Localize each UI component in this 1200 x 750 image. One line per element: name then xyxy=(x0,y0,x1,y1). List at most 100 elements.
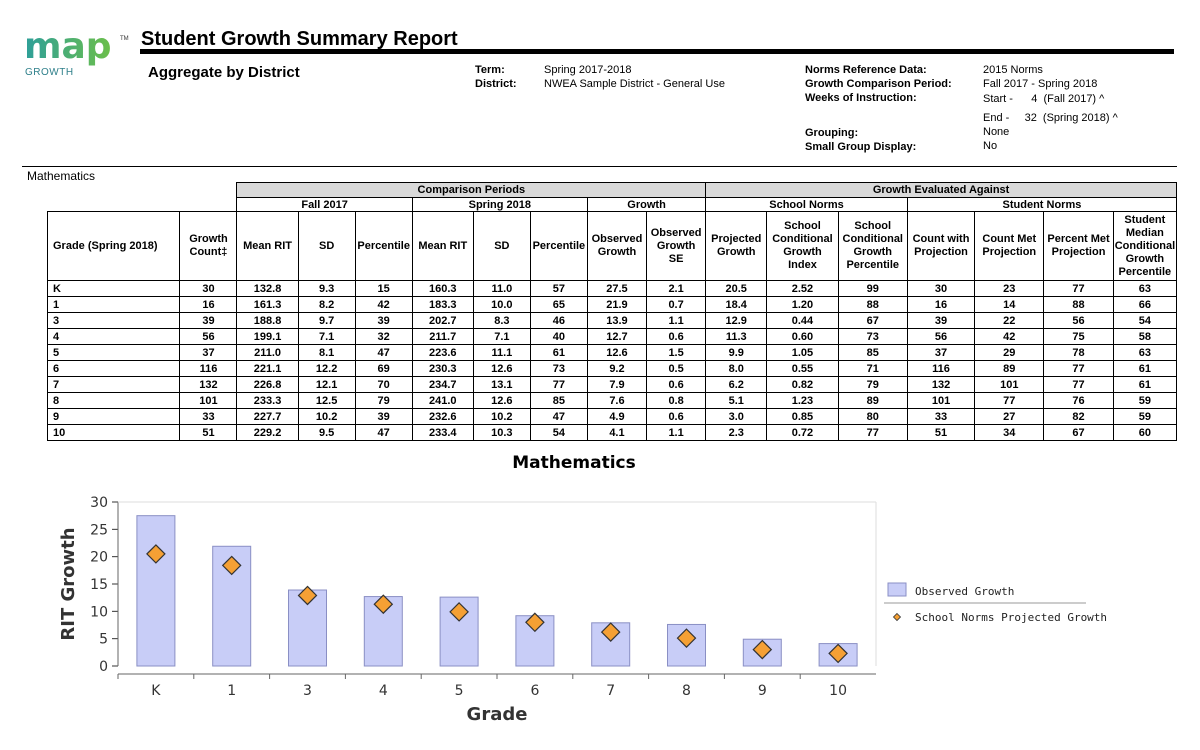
table-cell: 12.7 xyxy=(586,328,648,345)
table-cell: 54 xyxy=(529,424,588,441)
table-cell: 11.0 xyxy=(472,280,531,297)
table-cell: 47 xyxy=(354,424,413,441)
grade-cell: 5 xyxy=(46,344,181,361)
band-comparison-periods: Comparison Periods xyxy=(236,182,707,198)
table-cell: 10.0 xyxy=(472,296,531,313)
table-cell: 89 xyxy=(837,392,908,409)
table-cell: 10.2 xyxy=(472,408,531,425)
table-cell: 47 xyxy=(354,344,413,361)
table-cell: 3.0 xyxy=(705,408,768,425)
table-row: 9 33 227.7 10.2 39 232.6 10.2 47 4.9 0.6 3.0 0.85 80… xyxy=(46,408,1178,425)
table-row: 4 56 199.1 7.1 32 211.7 7.1 40 12.7 0.6 11.3 0.60 73… xyxy=(46,328,1178,345)
table-cell: 223.6 xyxy=(411,344,474,361)
table-cell: 7.6 xyxy=(586,392,648,409)
table-cell: 0.72 xyxy=(766,424,839,441)
legend-swatch-observed xyxy=(887,582,907,597)
sub-student-norms: Student Norms xyxy=(906,197,1178,212)
growth-chart: 0 5 10 15 20 25 30 K 1 3 4 5 6 7 8 9 10 RIT Growth Grade Ob… xyxy=(58,495,1107,725)
table-cell: 160.3 xyxy=(411,280,474,297)
col-school-cgp: School Conditional Growth Percentile xyxy=(837,211,908,281)
grade-cell: 9 xyxy=(46,408,181,425)
table-cell: 37 xyxy=(179,344,238,361)
table-cell: 18.4 xyxy=(705,296,768,313)
col-growth-count: Growth Count‡ xyxy=(179,211,238,281)
x-tick-label: 3 xyxy=(303,683,312,699)
marker-projected-growth xyxy=(752,639,773,660)
table-cell: 12.2 xyxy=(297,360,356,377)
table-cell: 8.1 xyxy=(297,344,356,361)
table-cell: 11.3 xyxy=(705,328,768,345)
marker-projected-growth xyxy=(525,612,545,633)
col-school-cgi: School Conditional Growth Index xyxy=(766,211,839,281)
table-cell: 78 xyxy=(1043,344,1114,361)
table-cell: 21.9 xyxy=(586,296,648,313)
table-cell: 27 xyxy=(974,408,1045,425)
table-cell: 132 xyxy=(179,376,238,393)
band-growth-evaluated: Growth Evaluated Against xyxy=(705,182,1177,198)
grade-cell: 7 xyxy=(46,376,181,393)
y-tick-label: 5 xyxy=(99,632,108,648)
table-cell: 99 xyxy=(837,280,908,297)
weeks-end: End - 32 (Spring 2018) ^ xyxy=(983,112,1118,124)
y-tick-label: 30 xyxy=(90,495,108,511)
table-cell: 9.5 xyxy=(297,424,356,441)
table-cell: 34 xyxy=(974,424,1045,441)
table-cell: 75 xyxy=(1043,328,1114,345)
sub-fall: Fall 2017 xyxy=(236,197,413,212)
table-cell: 1.20 xyxy=(766,296,839,313)
growth-table: Comparison Periods Growth Evaluated Agai… xyxy=(46,182,1178,441)
col-fall-percentile: Percentile xyxy=(354,211,413,281)
table-cell: 233.4 xyxy=(411,424,474,441)
table-cell: 88 xyxy=(837,296,908,313)
table-cell: 42 xyxy=(354,296,413,313)
table-cell: 0.6 xyxy=(645,376,707,393)
table-cell: 77 xyxy=(1043,360,1114,377)
col-count-with-projection: Count with Projection xyxy=(906,211,976,281)
table-cell: 10.3 xyxy=(472,424,531,441)
table-cell: 22 xyxy=(974,312,1045,329)
table-cell: 16 xyxy=(179,296,238,313)
grade-cell: 6 xyxy=(46,360,181,377)
col-projected-growth: Projected Growth xyxy=(705,211,768,281)
table-cell: 6.2 xyxy=(705,376,768,393)
table-cell: 85 xyxy=(837,344,908,361)
title-rule xyxy=(140,49,1174,54)
table-cell: 56 xyxy=(179,328,238,345)
table-cell: 1.05 xyxy=(766,344,839,361)
table-cell: 0.55 xyxy=(766,360,839,377)
table-cell: 132 xyxy=(906,376,976,393)
table-cell: 226.8 xyxy=(236,376,299,393)
table-cell: 65 xyxy=(529,296,588,313)
x-tick-label: 9 xyxy=(758,683,767,699)
table-cell: 12.6 xyxy=(472,392,531,409)
table-cell: 77 xyxy=(1043,280,1114,297)
marker-projected-growth xyxy=(449,602,469,622)
table-cell: 30 xyxy=(179,280,238,297)
x-tick-label: 7 xyxy=(606,683,615,699)
table-cell: 101 xyxy=(179,392,238,409)
term-district-labels: Term: District: xyxy=(475,63,517,91)
norms-value: 2015 Norms xyxy=(983,64,1043,76)
logo-wordmark: map xyxy=(24,28,112,67)
table-cell: 66 xyxy=(1112,296,1178,313)
table-cell: 10.2 xyxy=(297,408,356,425)
table-cell: 54 xyxy=(1112,312,1178,329)
table-cell: 77 xyxy=(974,392,1045,409)
table-cell: 30 xyxy=(906,280,976,297)
table-cell: 12.5 xyxy=(297,392,356,409)
table-cell: 85 xyxy=(529,392,588,409)
marker-projected-growth xyxy=(146,544,166,564)
table-cell: 59 xyxy=(1112,392,1178,409)
table-cell: 230.3 xyxy=(411,360,474,377)
table-row: 5 37 211.0 8.1 47 223.6 11.1 61 12.6 1.5 9.9 1.05 85… xyxy=(46,344,1178,361)
chart-title: Mathematics xyxy=(512,453,636,473)
header-rule xyxy=(22,166,1177,167)
table-cell: 39 xyxy=(354,408,413,425)
small-group-label: Small Group Display: xyxy=(805,141,917,153)
grade-cell: 10 xyxy=(46,424,181,441)
table-cell: 12.6 xyxy=(472,360,531,377)
table-cell: 69 xyxy=(354,360,413,377)
marker-projected-growth xyxy=(600,622,621,642)
x-tick-label: 8 xyxy=(682,683,691,699)
legend-label-projected: School Norms Projected Growth xyxy=(915,611,1107,624)
